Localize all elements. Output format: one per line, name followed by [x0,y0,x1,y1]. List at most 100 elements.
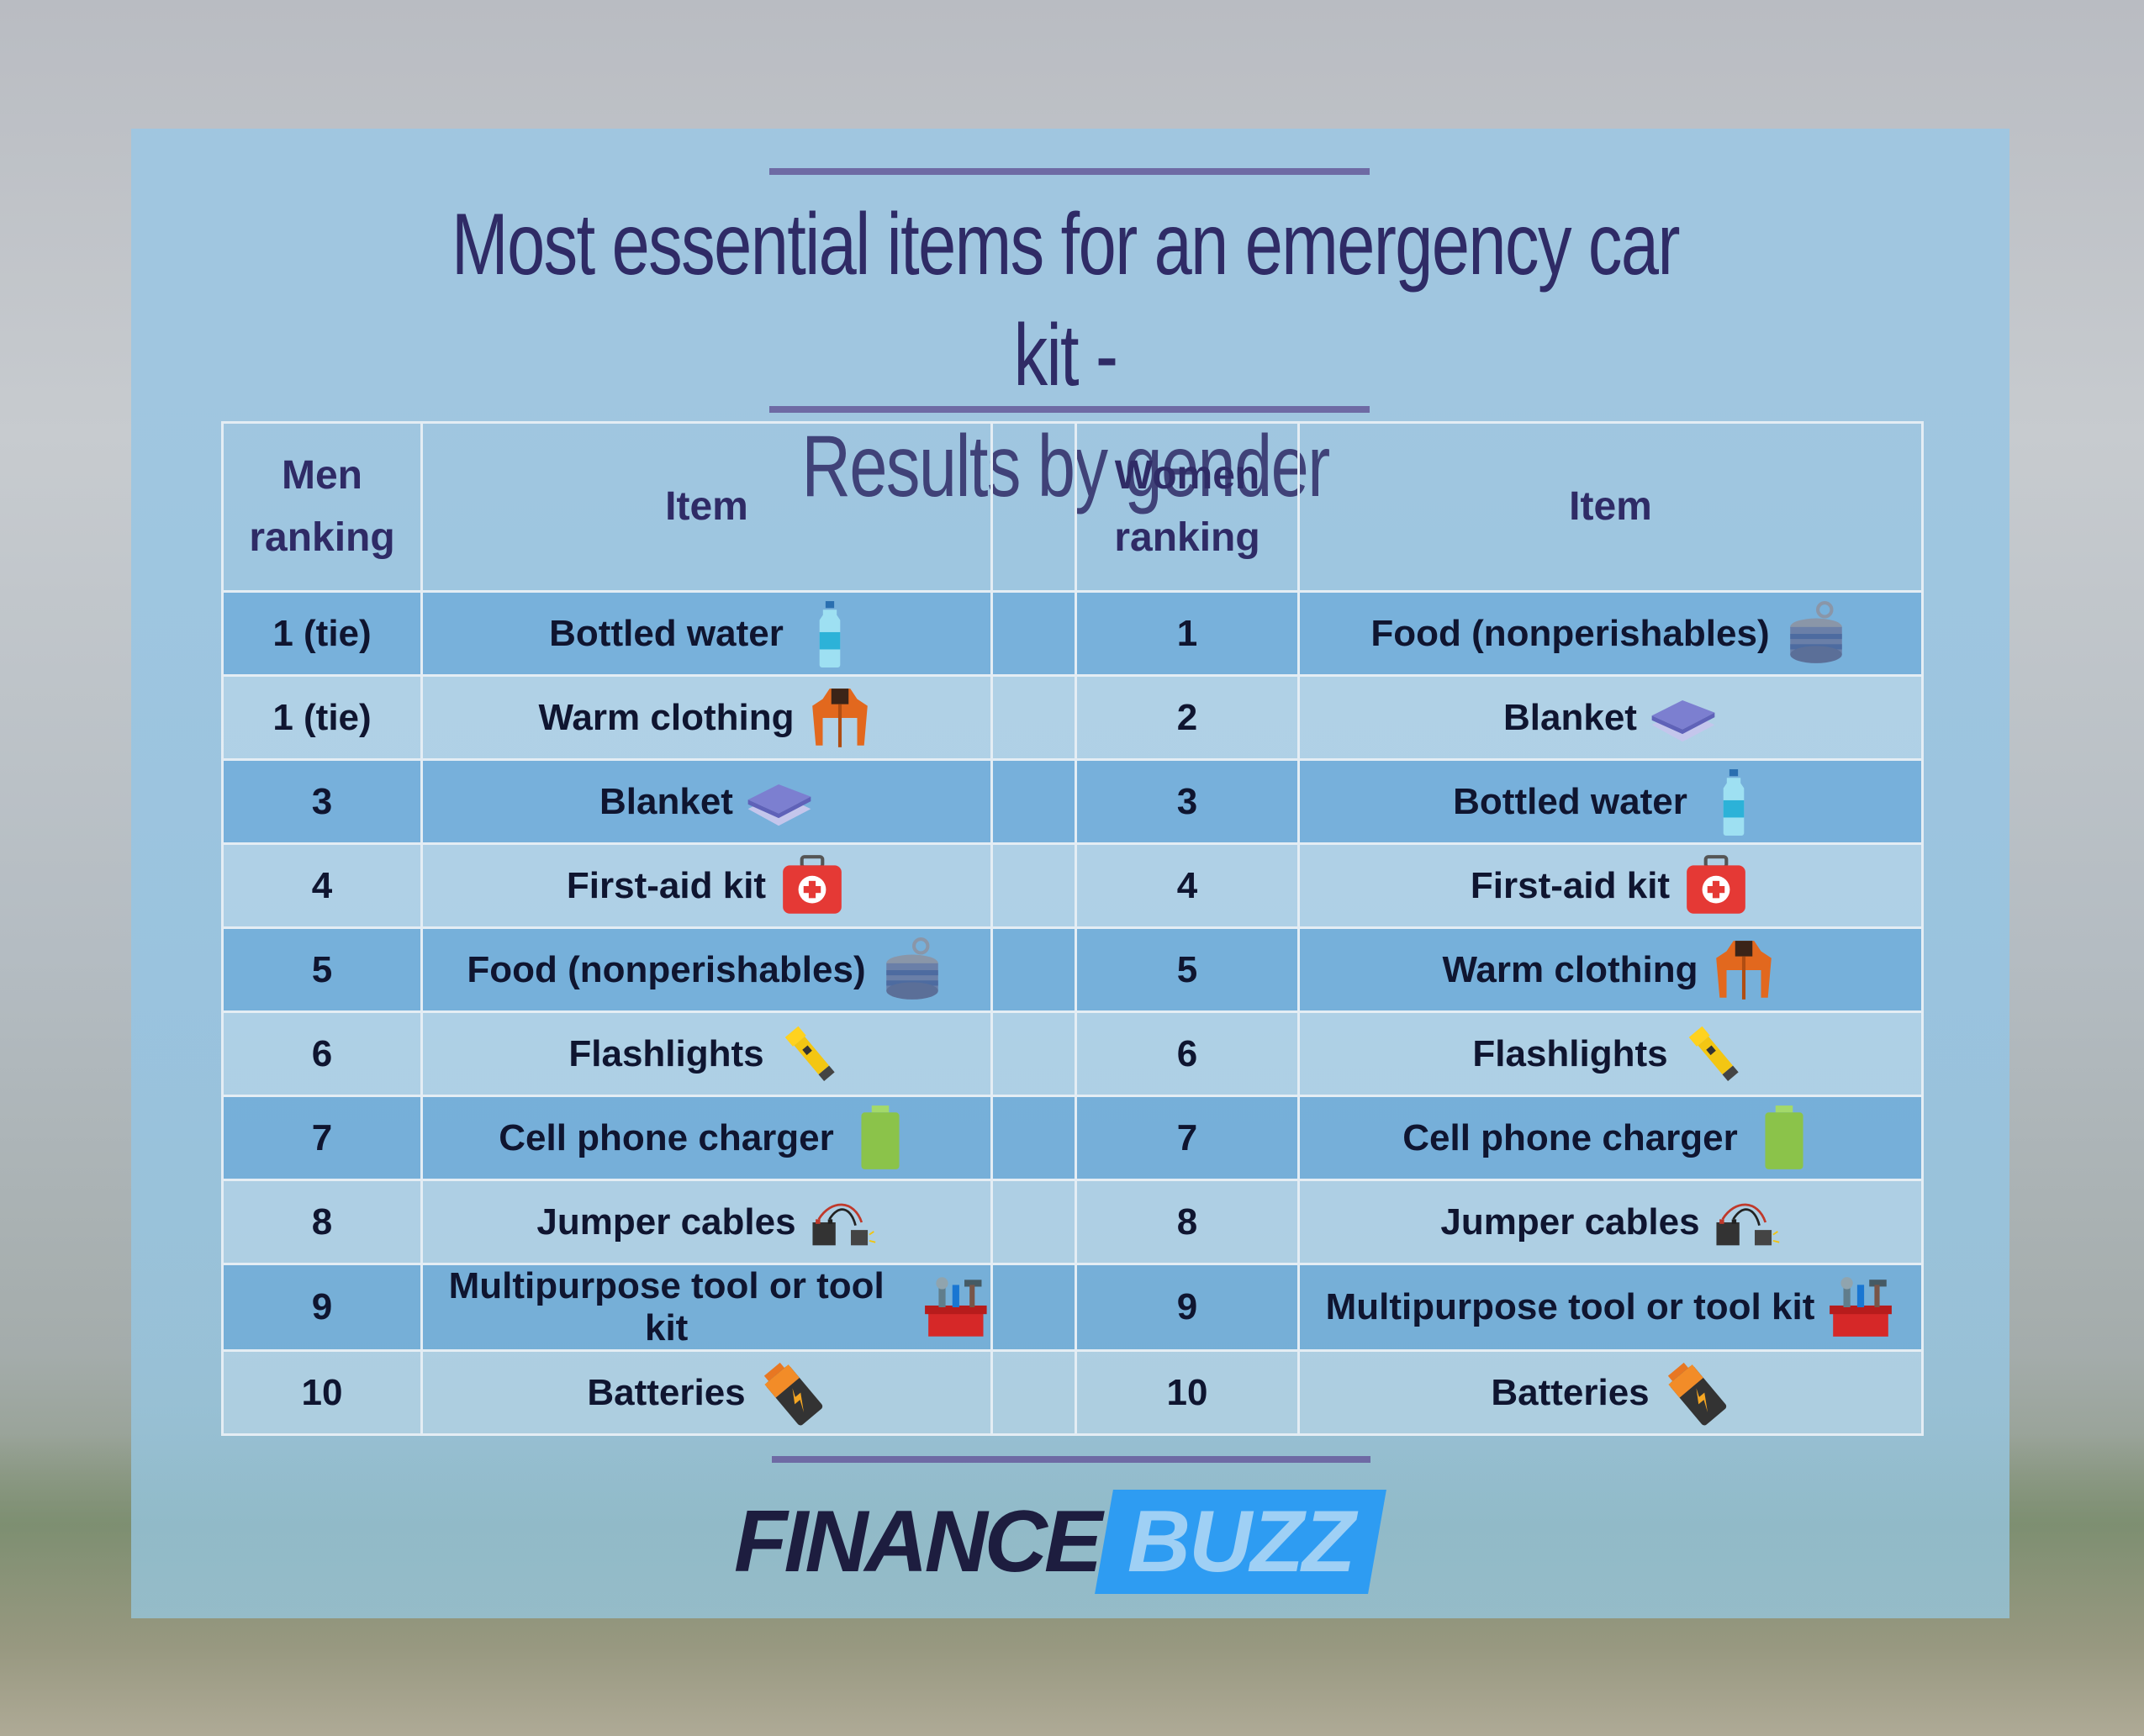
item-label: Bottled water [549,612,784,654]
men-item-cell: Batteries [420,1349,993,1436]
item-label: Cell phone charger [1402,1116,1738,1158]
financebuzz-logo: FINANCE BUZZ [734,1490,1407,1594]
jumper-cables-icon [1712,1188,1781,1257]
item-label: Blanket [599,780,733,822]
men-rank-cell: 1 (tie) [221,674,423,761]
women-item-cell: Flashlights [1297,1010,1924,1097]
item-label: Batteries [587,1371,746,1413]
item-label: Multipurpose tool or tool kit [1325,1286,1815,1327]
flashlight-icon [1680,1020,1749,1089]
table-row: 8 Jumper cables 8 Jumper cables [221,1179,1924,1265]
spacer-cell [990,1349,1077,1436]
spacer-cell [990,674,1077,761]
toolbox-icon [921,1273,990,1342]
women-rank-cell: 2 [1075,674,1300,761]
table-row: 4 First-aid kit 4 First-aid kit [221,842,1924,929]
women-rank-cell: 7 [1075,1095,1300,1181]
women-item-cell: First-aid kit [1297,842,1924,929]
men-rank-cell: 9 [221,1263,423,1352]
men-item-cell: Jumper cables [420,1179,993,1265]
item-label: First-aid kit [566,864,767,906]
women-item-cell: Blanket [1297,674,1924,761]
jacket-icon [1709,936,1778,1005]
item-label: Warm clothing [1442,948,1698,990]
men-item-cell: Warm clothing [420,674,993,761]
first-aid-kit-icon [778,852,847,921]
item-label: Batteries [1491,1371,1650,1413]
logo-buzz-box: BUZZ [1095,1490,1387,1594]
women-rank-cell: 1 [1075,590,1300,677]
battery-charger-icon [1750,1104,1819,1173]
women-item-cell: Cell phone charger [1297,1095,1924,1181]
men-item-cell: Bottled water [420,590,993,677]
water-bottle-icon [1699,768,1768,836]
spacer-cell [990,1263,1077,1352]
table-row: 1 (tie) Bottled water 1 Food (nonperishable… [221,590,1924,677]
rankings-table: Men ranking Item Women ranking Item 1 (t… [221,421,1924,1436]
women-item-cell: Warm clothing [1297,926,1924,1013]
table-row: 3 Blanket 3 Bottled water [221,758,1924,845]
item-label: Food (nonperishables) [1370,612,1770,654]
title-top-rule [769,168,1370,175]
spacer-cell [990,758,1077,845]
men-rank-cell: 1 (tie) [221,590,423,677]
women-item-cell: Jumper cables [1297,1179,1924,1265]
item-label: Cell phone charger [499,1116,834,1158]
item-label: Bottled water [1453,780,1687,822]
header-women-item: Item [1297,421,1924,593]
women-rank-cell: 8 [1075,1179,1300,1265]
men-item-cell: Blanket [420,758,993,845]
men-item-cell: Food (nonperishables) [420,926,993,1013]
men-rank-cell: 10 [221,1349,423,1436]
flashlight-icon [776,1020,845,1089]
canned-food-icon [1782,599,1851,668]
table-row: 9 Multipurpose tool or tool kit 9 Multipurp… [221,1263,1924,1352]
men-rank-cell: 8 [221,1179,423,1265]
women-rank-cell: 4 [1075,842,1300,929]
women-item-cell: Batteries [1297,1349,1924,1436]
spacer-cell [990,1010,1077,1097]
water-bottle-icon [795,599,864,668]
men-item-cell: Multipurpose tool or tool kit [420,1263,993,1352]
item-label: Flashlights [568,1032,764,1074]
battery-charger-icon [846,1104,915,1173]
first-aid-kit-icon [1682,852,1751,921]
blanket-icon [745,768,814,836]
header-men-ranking: Men ranking [221,421,423,593]
women-rank-cell: 5 [1075,926,1300,1013]
battery-icon [1661,1359,1730,1427]
item-label: Flashlights [1472,1032,1668,1074]
women-rank-cell: 3 [1075,758,1300,845]
spacer-cell [990,1095,1077,1181]
item-label: Multipurpose tool or tool kit [448,1265,885,1348]
blanket-icon [1649,683,1718,752]
men-item-cell: Flashlights [420,1010,993,1097]
jacket-icon [805,683,874,752]
men-rank-cell: 5 [221,926,423,1013]
header-men-item: Item [420,421,993,593]
women-rank-cell: 6 [1075,1010,1300,1097]
table-header-row: Men ranking Item Women ranking Item [221,421,1924,593]
spacer-cell [990,590,1077,677]
header-spacer [990,421,1077,593]
spacer-cell [990,926,1077,1013]
men-rank-cell: 4 [221,842,423,929]
battery-icon [758,1359,826,1427]
header-women-ranking: Women ranking [1075,421,1300,593]
men-rank-cell: 7 [221,1095,423,1181]
table-row: 5 Food (nonperishables) 5 Warm clothing [221,926,1924,1013]
item-label: Warm clothing [538,696,795,738]
women-rank-cell: 9 [1075,1263,1300,1352]
men-item-cell: First-aid kit [420,842,993,929]
item-label: Jumper cables [1440,1200,1700,1243]
women-rank-cell: 10 [1075,1349,1300,1436]
spacer-cell [990,842,1077,929]
table-row: 6 Flashlights 6 Flashlights [221,1010,1924,1097]
table-row: 10 Batteries 10 Batteries [221,1349,1924,1436]
item-label: Jumper cables [536,1200,796,1243]
women-item-cell: Multipurpose tool or tool kit [1297,1263,1924,1352]
logo-text-buzz: BUZZ [1127,1492,1355,1591]
logo-text-finance: FINANCE [734,1492,1102,1591]
canned-food-icon [878,936,947,1005]
footer-rule [772,1456,1370,1463]
